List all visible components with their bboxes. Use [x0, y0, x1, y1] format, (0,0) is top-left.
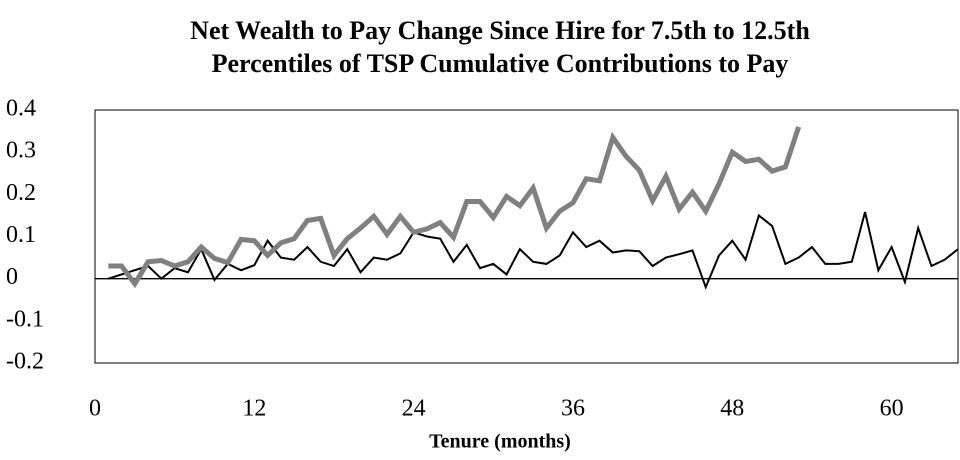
- x-tick-label: 36: [561, 396, 585, 422]
- data-line: [107, 211, 959, 290]
- x-tick-label: 60: [880, 396, 904, 422]
- y-tick-label: 0.4: [6, 96, 36, 122]
- x-tick-label: 12: [242, 396, 266, 422]
- chart-title: Net Wealth to Pay Change Since Hire for …: [190, 16, 810, 45]
- y-tick-label: 0.1: [6, 222, 36, 248]
- y-tick-label: -0.1: [6, 306, 44, 332]
- chart-title: Percentiles of TSP Cumulative Contributi…: [212, 49, 789, 78]
- x-tick-label: 48: [720, 396, 744, 422]
- y-tick-label: 0: [6, 264, 18, 290]
- x-axis-title: Tenure (months): [429, 431, 571, 453]
- x-tick-label: 0: [89, 396, 101, 422]
- data-line: [108, 126, 802, 289]
- plot-area: [94, 109, 959, 364]
- y-tick-label: -0.2: [6, 349, 44, 375]
- x-tick-label: 24: [402, 396, 426, 422]
- y-tick-label: 0.2: [6, 180, 36, 206]
- y-tick-label: 0.3: [6, 138, 36, 164]
